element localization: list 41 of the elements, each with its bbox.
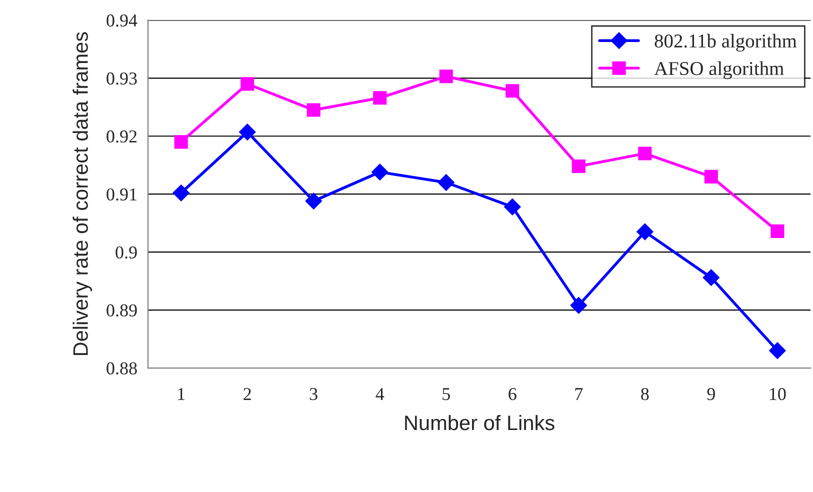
y-tick-label: 0.93 <box>106 72 137 85</box>
x-tick-label: 9 <box>707 388 715 400</box>
point <box>373 91 387 105</box>
x-tick-label: 6 <box>508 388 516 400</box>
x-tick-label: 7 <box>575 388 583 400</box>
y-tick-label: 0.9 <box>116 246 137 259</box>
point <box>438 174 455 191</box>
point <box>636 223 654 240</box>
point <box>506 84 520 98</box>
point <box>572 159 586 174</box>
point <box>638 146 652 160</box>
point <box>305 192 322 210</box>
x-tick-label: 1 <box>178 388 185 400</box>
point <box>570 297 588 314</box>
y-tick-label: 0.88 <box>106 362 137 375</box>
point <box>306 103 320 117</box>
point <box>769 342 786 359</box>
legend-label: 802.11b algorithm <box>654 34 797 52</box>
point <box>174 135 188 149</box>
point <box>439 70 453 84</box>
point <box>238 124 256 140</box>
x-tick-label: 4 <box>376 388 384 400</box>
y-tick-label: 0.89 <box>106 304 137 317</box>
y-tick-label: 0.94 <box>106 14 138 27</box>
y-axis-title: Delivery rate of correct data frames <box>72 32 92 356</box>
point <box>240 77 254 91</box>
x-tick-label: 3 <box>310 388 318 400</box>
x-tick-label: 2 <box>244 388 251 400</box>
y-tick-label: 0.91 <box>106 188 136 201</box>
legend-label: AFSO algorithm <box>654 61 784 80</box>
point <box>702 269 720 286</box>
x-axis-title: Number of Links <box>405 414 554 430</box>
x-tick-label: 10 <box>770 388 786 400</box>
point <box>704 170 718 184</box>
x-tick-label: 5 <box>442 388 450 400</box>
point <box>172 184 190 202</box>
point <box>371 164 388 180</box>
point <box>770 224 784 238</box>
x-tick-label: 8 <box>641 388 649 400</box>
y-tick-label: 0.92 <box>106 130 137 143</box>
point <box>504 198 521 216</box>
